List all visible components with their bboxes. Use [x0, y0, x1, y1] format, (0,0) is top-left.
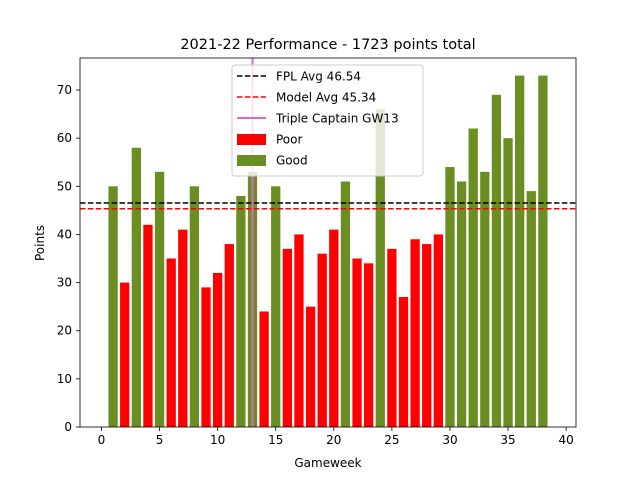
x-tick-label: 40	[558, 433, 573, 447]
bar-gw-27	[410, 239, 420, 427]
x-tick-label: 15	[268, 433, 283, 447]
x-tick-label: 35	[500, 433, 515, 447]
bar-gw-38	[538, 75, 548, 428]
x-axis-label: Gameweek	[294, 456, 361, 470]
legend-label: FPL Avg 46.54	[276, 70, 361, 84]
bar-gw-10	[213, 272, 223, 427]
bar-gw-23	[364, 263, 374, 427]
bar-gw-22	[352, 258, 362, 427]
bar-gw-33	[480, 171, 490, 427]
bar-gw-2	[120, 282, 130, 427]
legend-label: Model Avg 45.34	[276, 91, 376, 105]
x-axis: 0 5 10 15 20 25 30 35 40	[98, 427, 574, 447]
legend: FPL Avg 46.54 Model Avg 45.34 Triple Capta…	[231, 64, 424, 177]
x-tick-label: 25	[384, 433, 399, 447]
bar-gw-14	[259, 311, 269, 427]
x-tick-label: 5	[156, 433, 164, 447]
y-tick-label: 40	[57, 227, 72, 241]
legend-swatch	[237, 155, 266, 166]
y-axis: 0 10 20 30 40 50 60 70	[57, 83, 80, 434]
bar-gw-21	[340, 181, 351, 427]
y-tick-label: 50	[57, 179, 72, 193]
y-tick-label: 10	[57, 372, 72, 386]
y-axis-label: Points	[33, 225, 47, 261]
y-tick-label: 0	[64, 420, 72, 434]
bar-gw-1	[108, 186, 118, 427]
bar-gw-6	[166, 258, 176, 427]
chart-title: 2021-22 Performance - 1723 points total	[180, 37, 475, 53]
y-tick-label: 70	[57, 83, 72, 97]
bar-gw-20	[329, 229, 339, 427]
y-tick-label: 20	[57, 324, 72, 338]
bar-gw-37	[526, 191, 536, 427]
legend-box	[231, 64, 424, 177]
bar-gw-29	[433, 234, 443, 427]
legend-swatch	[237, 134, 266, 145]
bar-gw-3	[131, 147, 141, 427]
y-tick-label: 30	[57, 276, 72, 290]
bar-gw-28	[422, 244, 432, 427]
bar-gw-19	[317, 253, 327, 427]
bar-gw-35	[503, 138, 513, 427]
bar-gw-12	[236, 195, 246, 427]
bar-gw-31	[456, 181, 467, 427]
legend-label: Triple Captain GW13	[275, 112, 399, 126]
bar-gw-36	[515, 75, 525, 428]
bar-gw-7	[178, 229, 188, 427]
bar-gw-26	[398, 297, 409, 427]
bar-gw-18	[305, 306, 316, 427]
bar-gw-9	[201, 287, 211, 427]
bar-gw-11	[224, 244, 234, 427]
plot-frame	[79, 57, 577, 428]
legend-label: Good	[276, 154, 308, 168]
x-tick-label: 30	[442, 433, 457, 447]
x-tick-label: 20	[326, 433, 341, 447]
x-tick-label: 10	[210, 433, 225, 447]
plot-area	[79, 57, 577, 428]
bar-gw-16	[282, 248, 292, 427]
bar-gw-30	[445, 167, 455, 428]
bar-gw-32	[468, 128, 478, 427]
x-tick-label: 0	[98, 433, 106, 447]
bar-gw-24	[375, 109, 385, 428]
bar-gw-5	[154, 171, 165, 427]
bar-gw-8	[189, 186, 200, 427]
bar-gw-15	[271, 186, 281, 427]
bar-gw-25	[387, 248, 397, 427]
bar-gw-17	[294, 234, 304, 427]
bar-gw-34	[491, 94, 502, 427]
bar-gw-4	[143, 224, 153, 427]
legend-label: Poor	[276, 133, 302, 147]
y-tick-label: 60	[57, 131, 72, 145]
